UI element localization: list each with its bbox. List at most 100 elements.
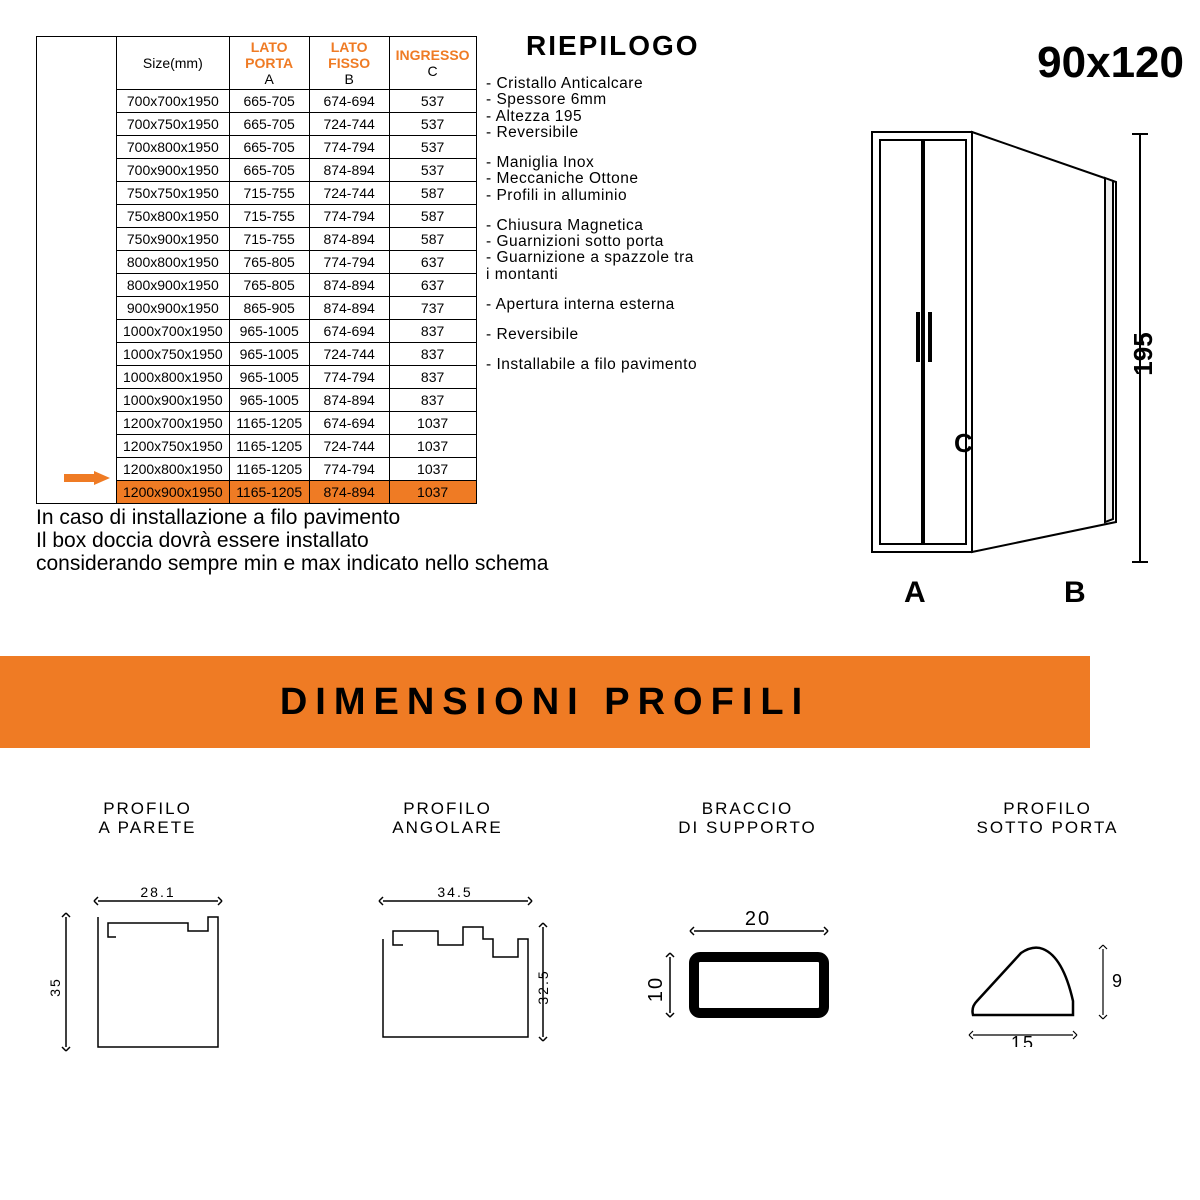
- cell-a: 965-1005: [229, 343, 309, 366]
- install-footnote: In caso di installazione a filo paviment…: [36, 506, 548, 575]
- summary-item: Chiusura Magnetica: [486, 218, 786, 234]
- cell-a: 665-705: [229, 90, 309, 113]
- p1-h: 35: [48, 978, 63, 998]
- cell-b: 774-794: [309, 136, 389, 159]
- cell-c: 537: [389, 159, 476, 182]
- cell-size: 750x750x1950: [117, 182, 230, 205]
- cell-b: 774-794: [309, 205, 389, 228]
- cell-a: 765-805: [229, 251, 309, 274]
- summary-title: RIEPILOGO: [526, 30, 786, 62]
- cell-b: 674-694: [309, 320, 389, 343]
- p4-l1: PROFILO: [1003, 799, 1092, 818]
- size-table: Size(mm) LATO PORTA A LATO FISSO B INGRE…: [36, 36, 477, 504]
- cell-size: 750x800x1950: [117, 205, 230, 228]
- cell-c: 587: [389, 205, 476, 228]
- cell-size: 750x900x1950: [117, 228, 230, 251]
- cell-a: 865-905: [229, 297, 309, 320]
- cell-c: 537: [389, 136, 476, 159]
- cell-b: 674-694: [309, 412, 389, 435]
- cell-size: 1200x800x1950: [117, 458, 230, 481]
- blank-header: [37, 37, 117, 90]
- summary-item: Altezza 195: [486, 109, 786, 125]
- profile-parete-svg: 28.1 35: [48, 887, 248, 1067]
- cell-size: 700x800x1950: [117, 136, 230, 159]
- p4-l2: SOTTO PORTA: [977, 818, 1119, 837]
- product-diagram: 195 A B C: [854, 92, 1174, 612]
- cell-size: 1000x800x1950: [117, 366, 230, 389]
- cell-size: 1200x700x1950: [117, 412, 230, 435]
- p1-l2: A PARETE: [99, 818, 197, 837]
- highlight-arrow-icon: [64, 471, 110, 485]
- cell-b: 874-894: [309, 228, 389, 251]
- summary-gap: [486, 283, 786, 297]
- cell-c: 587: [389, 228, 476, 251]
- cell-size: 1200x750x1950: [117, 435, 230, 458]
- p3-h: 10: [648, 976, 667, 1002]
- cell-size: 800x900x1950: [117, 274, 230, 297]
- cell-size: 1000x900x1950: [117, 389, 230, 412]
- cell-c: 537: [389, 113, 476, 136]
- p1-w: 28.1: [140, 887, 175, 900]
- cell-size: 1000x700x1950: [117, 320, 230, 343]
- cell-b: 874-894: [309, 389, 389, 412]
- table-row: 700x700x1950665-705674-694537: [37, 90, 477, 113]
- footnote-l3: considerando sempre min e max indicato n…: [36, 552, 548, 575]
- cell-c: 1037: [389, 458, 476, 481]
- p4-w: 15: [1010, 1033, 1034, 1047]
- summary-item: Reversibile: [486, 327, 786, 343]
- summary-item: Installabile a filo pavimento: [486, 357, 786, 373]
- cell-c: 837: [389, 343, 476, 366]
- cell-b: 724-744: [309, 182, 389, 205]
- col-size: Size(mm): [117, 37, 230, 90]
- cell-c: 537: [389, 90, 476, 113]
- col-c-top: INGRESSO: [396, 47, 470, 63]
- p3-l2: DI SUPPORTO: [678, 818, 817, 837]
- cell-b: 724-744: [309, 113, 389, 136]
- summary-item: Cristallo Anticalcare: [486, 76, 786, 92]
- col-c-sub: C: [428, 63, 438, 79]
- cell-a: 715-755: [229, 205, 309, 228]
- cell-c: 837: [389, 320, 476, 343]
- cell-b: 874-894: [309, 159, 389, 182]
- size-table-head: Size(mm) LATO PORTA A LATO FISSO B INGRE…: [37, 37, 477, 90]
- summary-item: Meccaniche Ottone: [486, 171, 786, 187]
- cell-a: 665-705: [229, 136, 309, 159]
- c-label: C: [954, 428, 973, 458]
- summary-item: Profili in alluminio: [486, 188, 786, 204]
- cell-c: 1037: [389, 412, 476, 435]
- p2-l1: PROFILO: [403, 799, 492, 818]
- summary-gap: [486, 204, 786, 218]
- cell-b: 674-694: [309, 90, 389, 113]
- cell-a: 715-755: [229, 182, 309, 205]
- cell-a: 665-705: [229, 113, 309, 136]
- size-table-body: 700x700x1950665-705674-694537700x750x195…: [37, 90, 477, 504]
- cell-b: 724-744: [309, 435, 389, 458]
- summary-item-continuation: i montanti: [486, 267, 786, 283]
- summary-item: Maniglia Inox: [486, 155, 786, 171]
- summary-block: RIEPILOGO Cristallo AnticalcareSpessore …: [486, 30, 786, 374]
- summary-item: Spessore 6mm: [486, 92, 786, 108]
- product-dimension-label: 90x120: [1037, 38, 1184, 88]
- summary-item: Apertura interna esterna: [486, 297, 786, 313]
- col-c: INGRESSO C: [389, 37, 476, 90]
- profiles-row: PROFILO A PARETE 28.1 35 PROFILO ANGOLAR…: [0, 800, 1200, 1080]
- cell-c: 637: [389, 251, 476, 274]
- cell-size: 1200x900x1950: [117, 481, 230, 504]
- p1-l1: PROFILO: [103, 799, 192, 818]
- h-label: 195: [1128, 332, 1158, 375]
- cell-c: 1037: [389, 481, 476, 504]
- col-a-top: LATO PORTA: [245, 39, 293, 71]
- cell-a: 665-705: [229, 159, 309, 182]
- p3-l1: BRACCIO: [702, 799, 793, 818]
- p4-h: 9: [1111, 971, 1123, 991]
- p2-l2: ANGOLARE: [392, 818, 502, 837]
- p3-w: 20: [744, 908, 770, 930]
- col-b-sub: B: [344, 71, 353, 87]
- cell-b: 874-894: [309, 274, 389, 297]
- summary-item: Guarnizione a spazzole tra: [486, 250, 786, 266]
- cell-a: 965-1005: [229, 366, 309, 389]
- cell-c: 837: [389, 389, 476, 412]
- cell-size: 800x800x1950: [117, 251, 230, 274]
- cell-b: 774-794: [309, 251, 389, 274]
- cell-size: 1000x750x1950: [117, 343, 230, 366]
